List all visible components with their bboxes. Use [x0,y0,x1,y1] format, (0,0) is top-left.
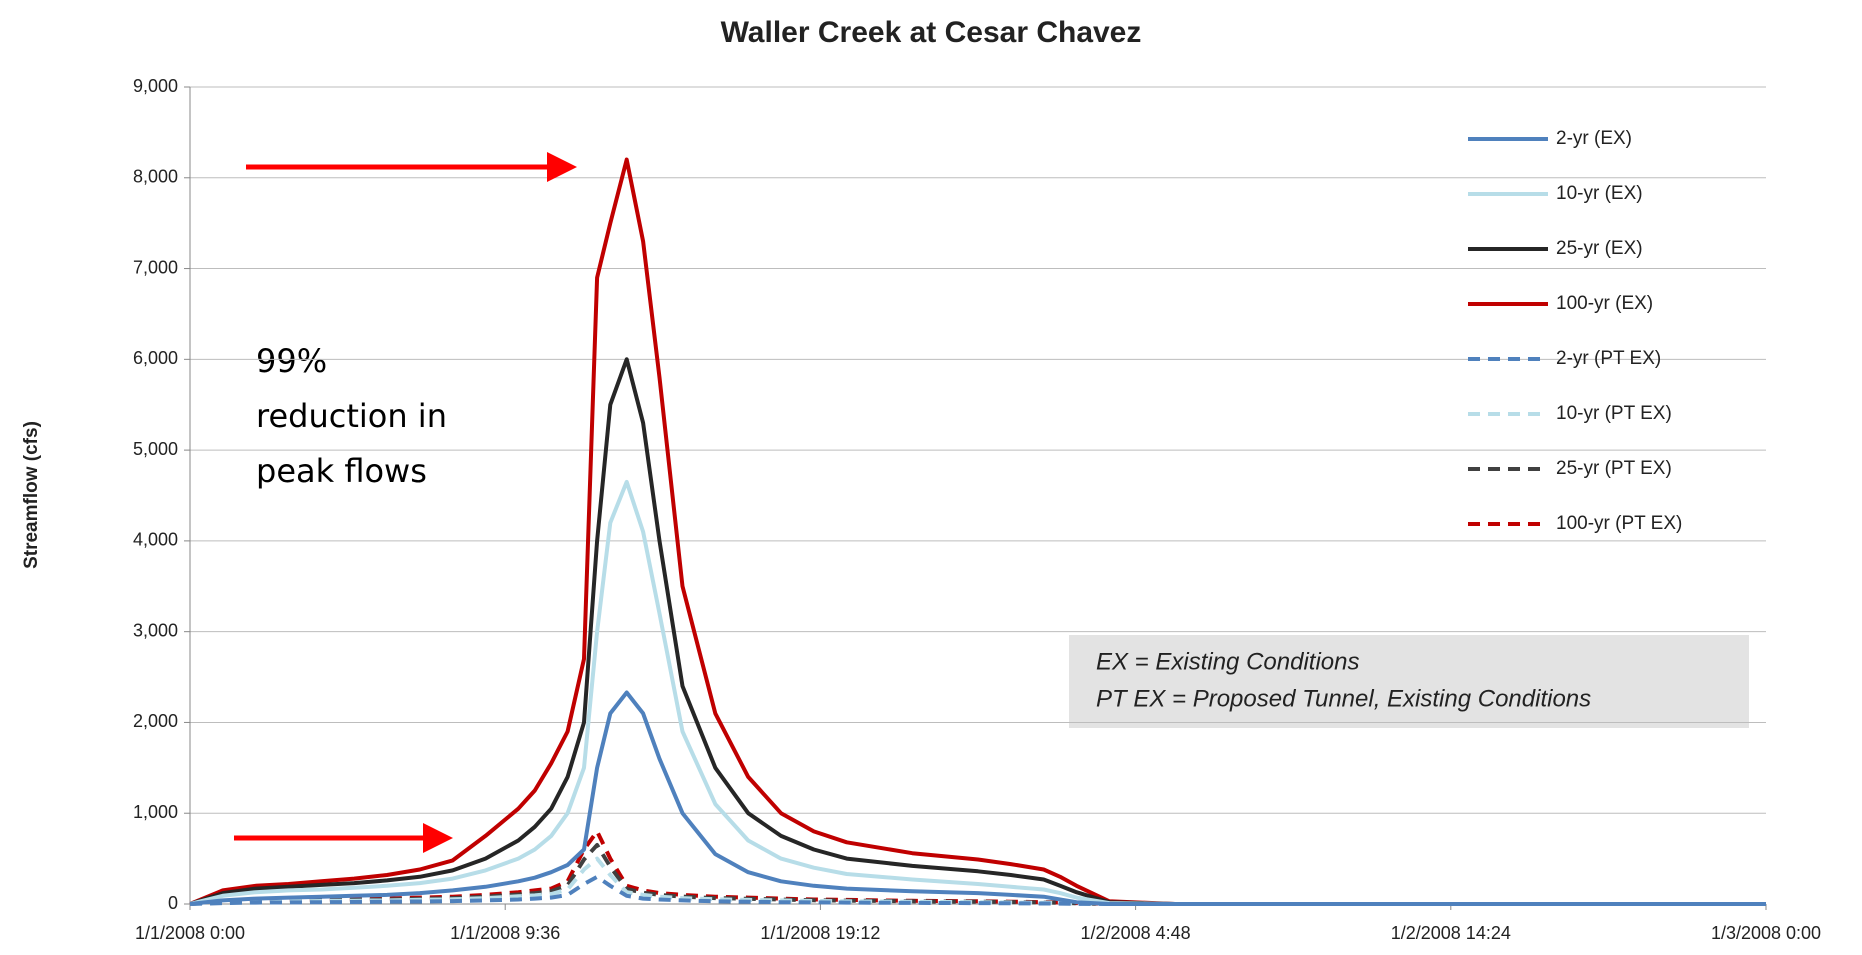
chart-title: Waller Creek at Cesar Chavez [721,16,1142,49]
legend-label: 10-yr (PT EX) [1556,403,1672,424]
y-tick-label: 1,000 [133,802,178,822]
annotation-line: peak flows [256,452,427,490]
legend-label: 100-yr (PT EX) [1556,513,1682,534]
series-line [189,479,1766,906]
series-line [189,690,1766,906]
legend-label: 2-yr (EX) [1556,128,1632,149]
y-tick-label: 9,000 [133,76,178,96]
legend-label: 2-yr (PT EX) [1556,348,1661,369]
note-box [1069,635,1749,728]
legend-label: 25-yr (EX) [1556,238,1643,259]
note-line: EX = Existing Conditions [1096,648,1359,675]
y-axis-label: Streamflow (cfs) [21,421,42,569]
legend-label: 25-yr (PT EX) [1556,458,1672,479]
y-tick-label: 5,000 [133,439,178,459]
y-tick-label: 6,000 [133,348,178,368]
y-tick-label: 3,000 [133,620,178,640]
plot-area: 0 1,000 2,000 3,000 4,000 5,000 6,000 7,000 8,00… [133,76,1821,943]
x-tick-label: 1/1/2008 9:36 [450,923,560,943]
x-tick-label: 1/1/2008 19:12 [760,923,880,943]
y-tick-label: 8,000 [133,167,178,187]
x-tick-label: 1/2/2008 4:48 [1081,923,1191,943]
note-line: PT EX = Proposed Tunnel, Existing Condit… [1096,685,1591,712]
x-tick-label: 1/1/2008 0:00 [135,923,245,943]
x-tick-label: 1/3/2008 0:00 [1711,923,1821,943]
series-line [189,874,1766,906]
x-tick-label: 1/2/2008 14:24 [1391,923,1511,943]
y-tick-label: 0 [168,893,178,913]
y-tick-label: 2,000 [133,711,178,731]
y-tick-label: 4,000 [133,530,178,550]
y-tick-label: 7,000 [133,257,178,277]
series-line [189,157,1766,906]
annotation-line: reduction in [256,397,447,435]
legend-label: 100-yr (EX) [1556,293,1653,314]
annotation-line: 99% [256,342,327,380]
legend-label: 10-yr (EX) [1556,183,1643,204]
series-line [189,357,1766,906]
